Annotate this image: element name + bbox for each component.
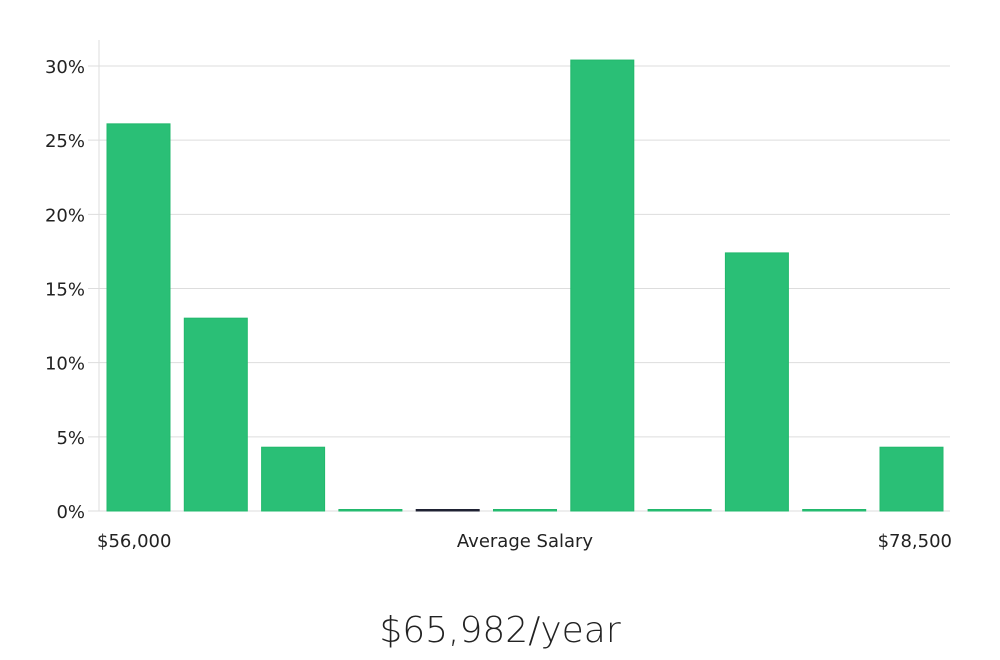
x-axis-label: Average Salary (457, 531, 594, 552)
histogram-bar (261, 446, 326, 512)
histogram-bar (724, 252, 789, 512)
histogram-bar (338, 509, 403, 512)
y-tick-label: 30% (45, 57, 85, 78)
histogram-bar (183, 317, 248, 512)
histogram-bar (647, 509, 712, 512)
histogram-bar (493, 509, 557, 512)
salary-histogram: 0% 5% 10% 15% 20% 25% 30% $56,000 Average Salary… (45, 40, 952, 552)
y-tick-label: 25% (45, 131, 85, 152)
y-tick-label: 10% (45, 354, 85, 375)
x-max-label: $78,500 (878, 531, 952, 552)
y-tick-label: 15% (45, 280, 85, 301)
average-salary-value: $65,982/year (379, 610, 621, 651)
histogram-bar (415, 509, 480, 512)
x-min-label: $56,000 (97, 531, 171, 552)
histogram-bar (106, 123, 171, 512)
y-tick-label: 0% (56, 502, 85, 523)
histogram-bar (802, 509, 867, 512)
y-tick-label: 5% (56, 428, 85, 449)
histogram-bar (879, 446, 944, 512)
y-tick-label: 20% (45, 205, 85, 226)
histogram-bar (570, 59, 635, 512)
